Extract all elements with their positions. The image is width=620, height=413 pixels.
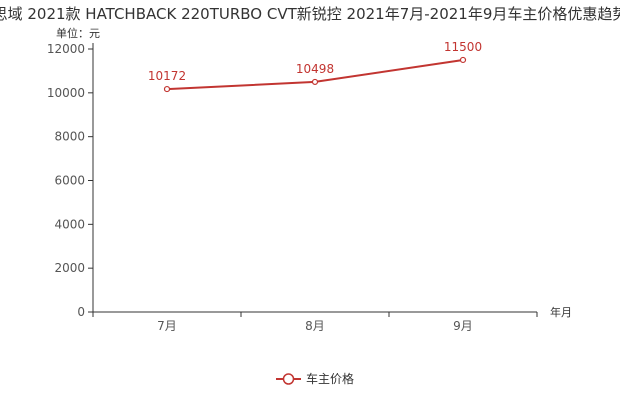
y-axis-label: 单位：元 bbox=[56, 26, 100, 40]
x-tick-label: 9月 bbox=[453, 319, 473, 333]
axis-layer bbox=[92, 43, 537, 313]
data-point[interactable] bbox=[163, 85, 171, 93]
x-tick-label: 8月 bbox=[305, 319, 325, 333]
chart-title: 思域 2021款 HATCHBACK 220TURBO CVT新锐控 2021年… bbox=[0, 5, 620, 23]
data-point[interactable] bbox=[311, 78, 319, 86]
legend-label: 车主价格 bbox=[306, 371, 354, 386]
x-tick-layer: 7月 8月 9月 bbox=[92, 312, 538, 333]
y-tick-label: 6000 bbox=[54, 174, 85, 188]
y-tick-label: 0 bbox=[77, 305, 85, 319]
y-tick-label: 4000 bbox=[54, 217, 85, 231]
x-axis-label: 年月 bbox=[550, 305, 572, 319]
y-tick-label: 2000 bbox=[54, 261, 85, 275]
x-tick-label: 7月 bbox=[157, 319, 177, 333]
data-label: 11500 bbox=[444, 40, 482, 54]
series-layer: 10172 10498 11500 bbox=[148, 40, 482, 93]
legend[interactable]: 车主价格 bbox=[276, 371, 354, 386]
data-label: 10498 bbox=[296, 62, 334, 76]
data-label: 10172 bbox=[148, 69, 186, 83]
y-tick-layer: 0 2000 4000 6000 8000 10000 12000 bbox=[47, 42, 93, 319]
legend-circle-marker bbox=[282, 373, 295, 385]
y-tick-label: 10000 bbox=[47, 86, 85, 100]
data-point[interactable] bbox=[459, 56, 467, 64]
y-tick-label: 8000 bbox=[54, 130, 85, 144]
y-tick-label: 12000 bbox=[47, 42, 85, 56]
